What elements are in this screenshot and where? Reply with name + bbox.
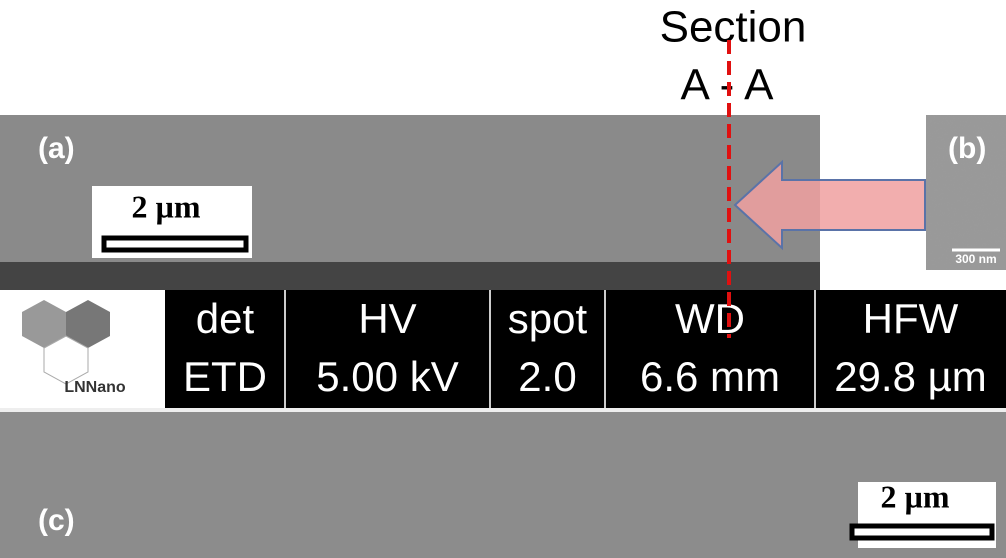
panel-b: (b) 300 nm bbox=[926, 115, 1006, 270]
column-name: HV bbox=[358, 295, 416, 342]
column-value: 29.8 µm bbox=[834, 353, 987, 400]
figure: Section A - A (a) 2 µm (b) 300 nm LNNano… bbox=[0, 0, 1006, 558]
panel-label: (a) bbox=[38, 132, 75, 165]
scale-bar bbox=[104, 238, 246, 250]
column-value: 5.00 kV bbox=[316, 353, 458, 400]
column-name: det bbox=[196, 295, 255, 342]
scale-bar bbox=[852, 526, 992, 538]
column-value: 2.0 bbox=[518, 353, 576, 400]
column-value: ETD bbox=[183, 353, 267, 400]
column-name: spot bbox=[508, 295, 588, 342]
section-label: Section bbox=[660, 3, 807, 52]
substrate-band bbox=[0, 262, 820, 290]
panel-label: (c) bbox=[38, 504, 75, 537]
column-name: HFW bbox=[863, 295, 959, 342]
panel-c: (c) 2 µm bbox=[0, 412, 1006, 558]
separator bbox=[0, 408, 1006, 412]
info-bar: LNNano det ETD HV 5.00 kV spot 2.0 WD 6.6 mm HFW… bbox=[0, 290, 1006, 408]
column-name: WD bbox=[675, 295, 745, 342]
panel-label: (b) bbox=[948, 132, 986, 165]
logo-text: LNNano bbox=[64, 379, 126, 396]
column-value: 6.6 mm bbox=[640, 353, 780, 400]
scale-text: 300 nm bbox=[955, 252, 996, 266]
panel-a: (a) 2 µm bbox=[0, 115, 820, 290]
scale-text: 2 µm bbox=[880, 478, 949, 514]
scale-text: 2 µm bbox=[131, 188, 200, 224]
